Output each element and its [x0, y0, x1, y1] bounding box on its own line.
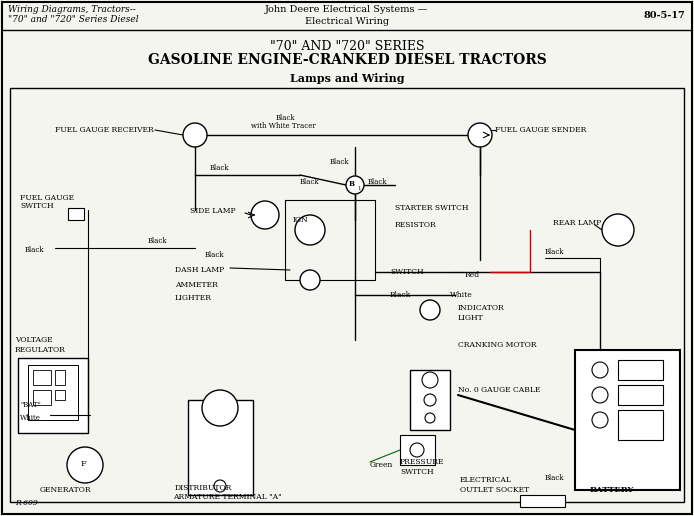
Bar — [55, 390, 65, 400]
Bar — [520, 495, 565, 507]
Circle shape — [592, 412, 608, 428]
Text: 80-5-17: 80-5-17 — [643, 10, 685, 20]
Bar — [285, 200, 375, 280]
Circle shape — [183, 123, 207, 147]
Circle shape — [602, 214, 634, 246]
Text: Wiring Diagrams, Tractors--: Wiring Diagrams, Tractors-- — [8, 6, 136, 14]
Text: BATTERY: BATTERY — [590, 486, 634, 494]
Circle shape — [422, 372, 438, 388]
Text: FUEL GAUGE: FUEL GAUGE — [20, 194, 74, 202]
Bar — [400, 435, 435, 465]
Bar — [18, 358, 88, 433]
Circle shape — [295, 215, 325, 245]
Text: No. 0 GAUGE CABLE: No. 0 GAUGE CABLE — [458, 386, 541, 394]
Text: SWITCH: SWITCH — [390, 268, 423, 276]
Text: ELECTRICAL: ELECTRICAL — [460, 476, 512, 484]
Circle shape — [424, 394, 436, 406]
Text: 1: 1 — [357, 185, 360, 190]
Circle shape — [410, 443, 424, 457]
Text: Electrical Wiring: Electrical Wiring — [305, 17, 389, 25]
Text: Black: Black — [210, 164, 230, 172]
Circle shape — [214, 480, 226, 492]
Bar — [410, 370, 450, 430]
Circle shape — [251, 201, 279, 229]
Text: GASOLINE ENGINE-CRANKED DIESEL TRACTORS: GASOLINE ENGINE-CRANKED DIESEL TRACTORS — [148, 53, 546, 67]
Text: SWITCH: SWITCH — [20, 202, 53, 210]
Text: REAR LAMP: REAR LAMP — [553, 219, 601, 227]
Text: LIGHTER: LIGHTER — [175, 294, 212, 302]
Text: "70" AND "720" SERIES: "70" AND "720" SERIES — [270, 40, 424, 54]
Text: Green: Green — [370, 461, 393, 469]
Bar — [188, 400, 253, 495]
Text: Black: Black — [390, 291, 412, 299]
Text: AMMETER: AMMETER — [175, 281, 218, 289]
Circle shape — [300, 270, 320, 290]
Circle shape — [425, 413, 435, 423]
Text: SWITCH: SWITCH — [400, 468, 434, 476]
Text: Lamps and Wiring: Lamps and Wiring — [289, 73, 405, 84]
Circle shape — [202, 390, 238, 426]
Text: REGULATOR: REGULATOR — [15, 346, 66, 354]
Text: John Deere Electrical Systems —: John Deere Electrical Systems — — [265, 6, 429, 14]
Text: Black: Black — [545, 474, 564, 482]
Text: GENERATOR: GENERATOR — [40, 486, 92, 494]
Bar — [33, 370, 51, 385]
Text: Black: Black — [368, 178, 387, 186]
Text: LIGHT: LIGHT — [458, 314, 484, 322]
Bar — [33, 390, 51, 405]
Circle shape — [468, 123, 492, 147]
Text: B: B — [349, 180, 355, 188]
Text: Red: Red — [465, 271, 480, 279]
Text: FUEL GAUGE SENDER: FUEL GAUGE SENDER — [495, 126, 586, 134]
Bar — [28, 365, 78, 420]
Circle shape — [346, 176, 364, 194]
Bar — [618, 360, 663, 380]
Text: PRESSURE: PRESSURE — [400, 458, 444, 466]
Text: Black: Black — [276, 114, 295, 122]
Circle shape — [67, 447, 103, 483]
Bar — [575, 350, 680, 490]
Bar — [618, 385, 663, 405]
Text: OUTLET SOCKET: OUTLET SOCKET — [460, 486, 530, 494]
Text: R 609: R 609 — [15, 499, 37, 507]
Text: Black: Black — [205, 251, 224, 259]
Text: SIDE LAMP: SIDE LAMP — [190, 207, 236, 215]
Bar — [68, 208, 84, 220]
Bar — [618, 410, 663, 440]
Text: Black: Black — [330, 158, 350, 166]
Text: Black: Black — [148, 237, 167, 245]
Text: FUEL GAUGE RECEIVER: FUEL GAUGE RECEIVER — [55, 126, 154, 134]
Text: F: F — [80, 460, 86, 468]
Bar — [10, 88, 684, 502]
Circle shape — [592, 387, 608, 403]
Text: White: White — [20, 414, 41, 422]
Text: ARMATURE TERMINAL "A": ARMATURE TERMINAL "A" — [173, 493, 282, 501]
Text: Black: Black — [25, 246, 44, 254]
Text: VOLTAGE: VOLTAGE — [15, 336, 53, 344]
Circle shape — [420, 300, 440, 320]
Text: IGN: IGN — [292, 216, 308, 224]
Text: White: White — [450, 291, 473, 299]
Text: DASH LAMP: DASH LAMP — [175, 266, 224, 274]
Circle shape — [592, 362, 608, 378]
Text: with White Tracer: with White Tracer — [251, 122, 315, 130]
Text: STARTER SWITCH: STARTER SWITCH — [395, 204, 468, 212]
Text: Black: Black — [545, 248, 564, 256]
Bar — [55, 370, 65, 385]
Text: CRANKING MOTOR: CRANKING MOTOR — [458, 341, 536, 349]
Text: DISTRIBUTOR: DISTRIBUTOR — [175, 484, 232, 492]
Text: "70" and "720" Series Diesel: "70" and "720" Series Diesel — [8, 15, 139, 24]
Text: "BAT": "BAT" — [20, 401, 41, 409]
Text: RESISTOR: RESISTOR — [395, 221, 437, 229]
Text: Black: Black — [300, 178, 319, 186]
Text: INDICATOR: INDICATOR — [458, 304, 505, 312]
